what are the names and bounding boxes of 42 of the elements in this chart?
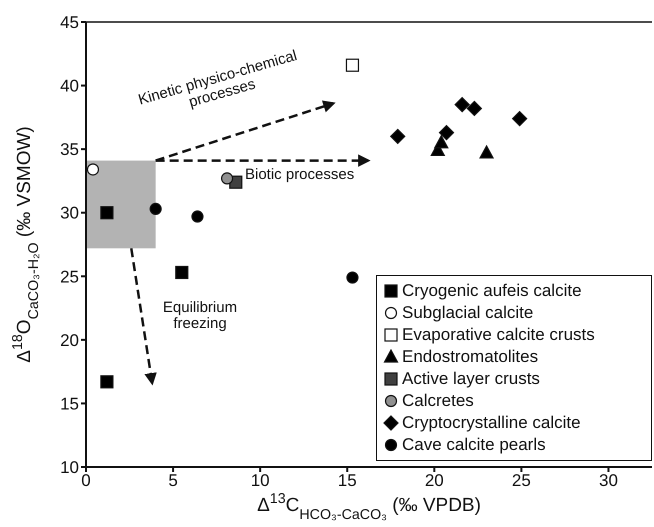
point bbox=[438, 125, 454, 140]
point bbox=[390, 128, 406, 144]
legend-label: Endostromatolites bbox=[402, 346, 538, 368]
legend-label: Cryogenic aufeis calcite bbox=[402, 280, 582, 302]
annotation: Equilibrium freezing bbox=[162, 299, 238, 332]
point bbox=[175, 266, 188, 280]
y-tick-label: 15 bbox=[60, 394, 79, 414]
legend-label: Cryptocrystalline calcite bbox=[402, 412, 581, 434]
legend-label: Subglacial calcite bbox=[402, 302, 534, 324]
x-axis-title: Δ$^{13}$C$_{HCO₃-CaCO₃}$ (‰ VPDB) bbox=[257, 491, 481, 523]
x-tick-label: 15 bbox=[338, 471, 357, 490]
x-tick-label: 20 bbox=[424, 471, 444, 490]
point bbox=[150, 202, 162, 215]
legend-label: Cave calcite pearls bbox=[402, 434, 546, 456]
y-tick-label: 10 bbox=[60, 458, 79, 478]
point bbox=[466, 100, 482, 116]
point bbox=[434, 135, 448, 148]
y-tick-label: 25 bbox=[60, 267, 79, 286]
point bbox=[454, 97, 470, 112]
y-tick-label: 40 bbox=[60, 76, 79, 96]
annotation: Biotic processes bbox=[245, 166, 356, 183]
y-tick-label: 45 bbox=[60, 13, 79, 32]
x-tick-label: 25 bbox=[512, 471, 531, 490]
legend-label: Active layer crusts bbox=[402, 368, 540, 390]
point bbox=[100, 375, 114, 388]
legend-label: Evaporative calcite crusts bbox=[402, 324, 595, 346]
point bbox=[191, 210, 204, 223]
point bbox=[512, 111, 528, 126]
y-tick-label: 35 bbox=[60, 140, 79, 160]
x-tick-label: 0 bbox=[81, 471, 91, 490]
y-tick-label: 30 bbox=[60, 204, 79, 223]
point bbox=[346, 271, 359, 284]
x-tick-label: 30 bbox=[599, 471, 618, 490]
point bbox=[100, 206, 114, 220]
x-tick-label: 5 bbox=[168, 471, 178, 490]
point bbox=[346, 58, 360, 72]
point bbox=[220, 172, 234, 184]
point bbox=[86, 163, 100, 176]
point bbox=[479, 145, 494, 159]
y-tick-label: 20 bbox=[60, 330, 79, 350]
x-tick-label: 10 bbox=[250, 471, 270, 490]
legend-label: Calcretes bbox=[402, 390, 474, 412]
